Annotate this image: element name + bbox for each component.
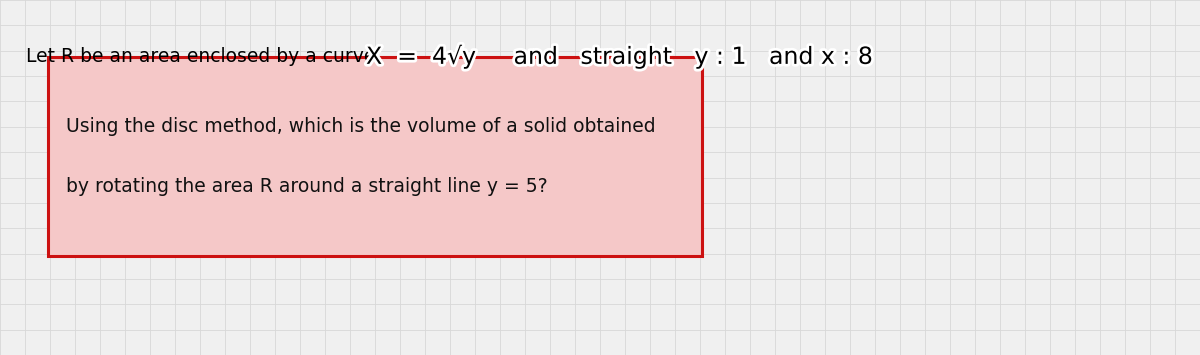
FancyBboxPatch shape [48,57,702,256]
Text: Let R be an area enclosed by a curve.: Let R be an area enclosed by a curve. [26,47,382,66]
Text: X  =  4√y     and   straight   y : 1   and x : 8: X = 4√y and straight y : 1 and x : 8 [366,45,872,69]
Text: by rotating the area R around a straight line y = 5?: by rotating the area R around a straight… [66,177,547,196]
Text: Using the disc method, which is the volume of a solid obtained: Using the disc method, which is the volu… [66,116,655,136]
